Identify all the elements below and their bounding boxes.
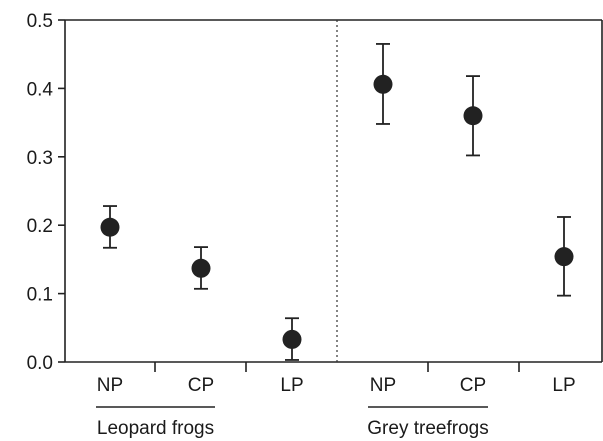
group-0-cp-category-label: CP [188,375,214,396]
y-tick-label-1: 0.1 [27,285,53,306]
group-labels: Leopard frogs Grey treefrogs [96,406,489,439]
y-tick-label-3: 0.3 [27,148,53,169]
group-1-cp-category-label: CP [460,375,486,396]
group-1-lp-category-label: LP [552,375,575,396]
group-1-np-category-label: NP [370,375,396,396]
data-marks [100,43,574,361]
group-0-np-point [100,217,120,237]
group-0-cp-point [191,258,211,278]
y-tick-label-2: 0.2 [27,216,53,237]
y-tick-label-4: 0.4 [27,79,54,100]
plot-frame [64,19,603,363]
y-tick-label-0: 0.0 [27,353,53,374]
group-1-label: Grey treefrogs [367,418,488,439]
group-0-label: Leopard frogs [97,418,214,439]
x-axis: NP CP LP NP CP LP [97,362,576,396]
group-1-np-point [373,74,393,94]
group-0-lp-category-label: LP [280,375,303,396]
y-tick-label-5: 0.5 [27,11,53,32]
group-1-lp-point [554,247,574,267]
group-1-cp-point [463,106,483,126]
group-0-np-category-label: NP [97,375,123,396]
group-0-lp-point [282,329,302,349]
y-axis: 0.0 0.1 0.2 0.3 0.4 0.5 [27,11,65,374]
